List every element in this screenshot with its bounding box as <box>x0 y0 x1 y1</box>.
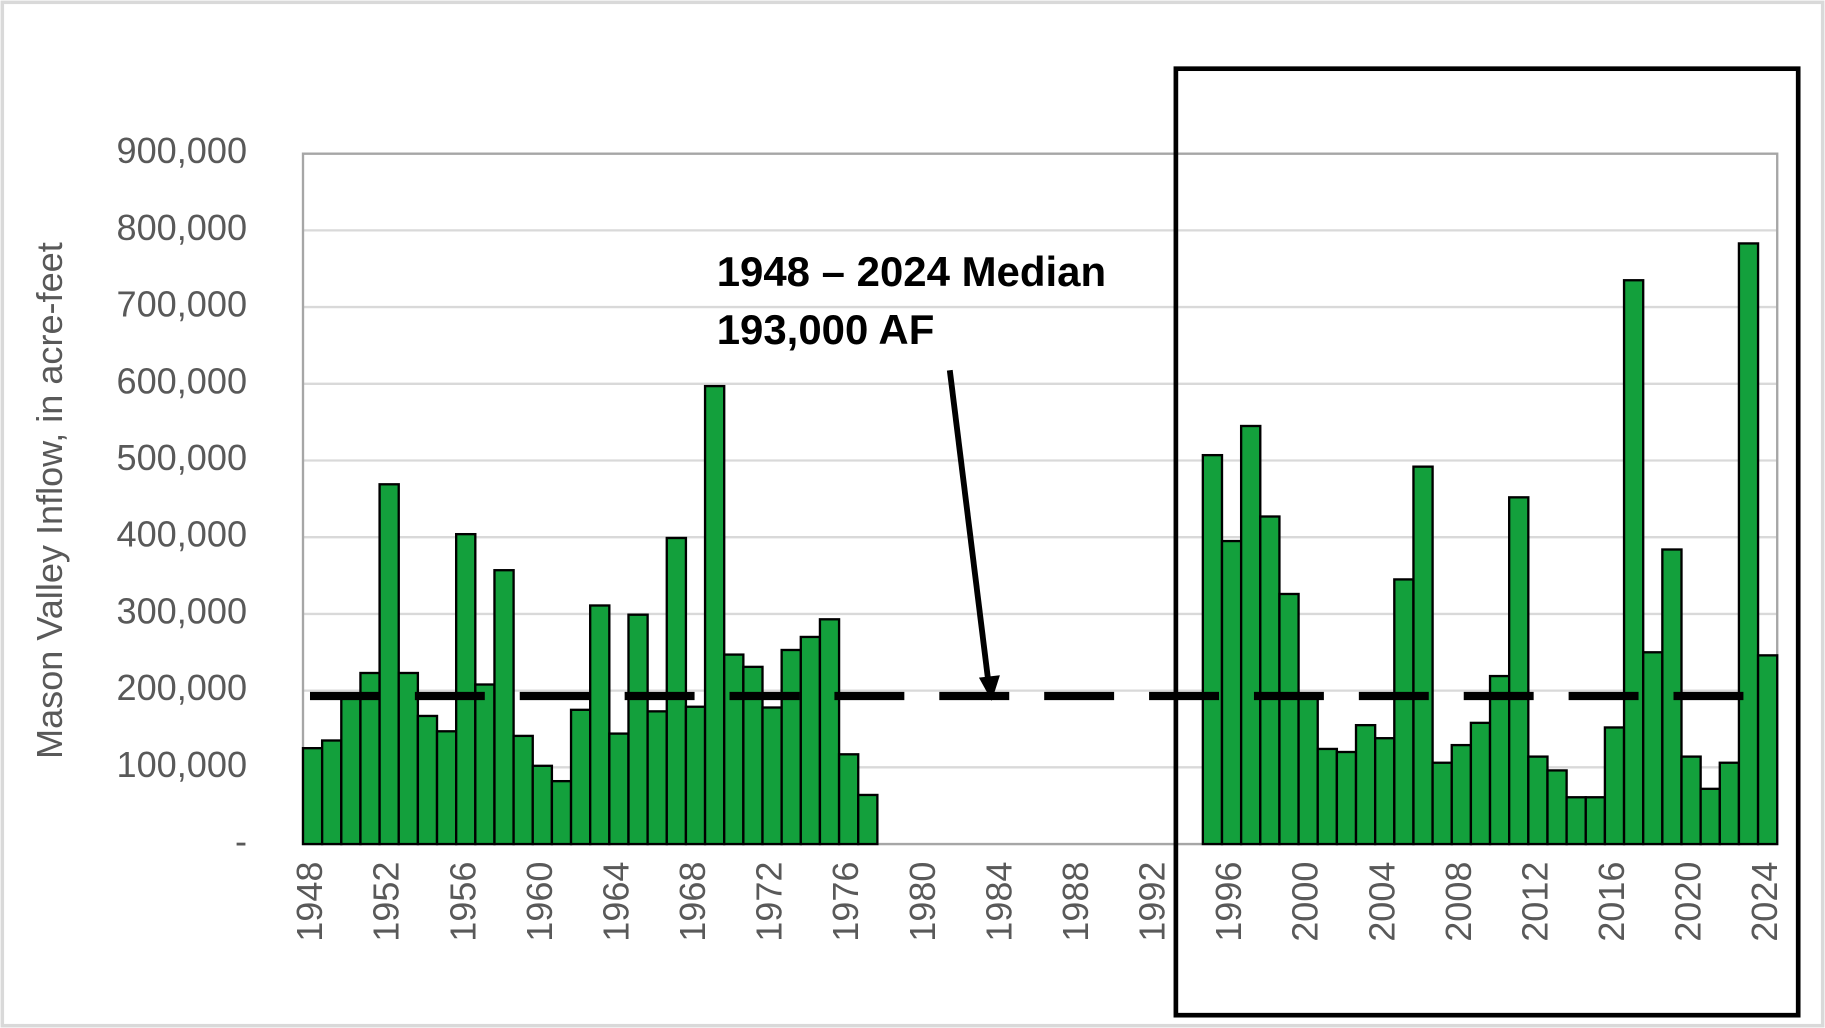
bar <box>1469 721 1492 846</box>
bar <box>550 779 573 846</box>
x-tick-label: 1984 <box>978 862 1019 942</box>
bar <box>1718 761 1741 846</box>
bar <box>1201 453 1224 846</box>
bar <box>1412 465 1434 846</box>
bar <box>646 710 668 846</box>
bar <box>1373 737 1396 846</box>
annotation: 1948 – 2024 Median <box>717 248 1106 295</box>
arrow <box>946 369 992 682</box>
bar <box>818 618 841 846</box>
bar <box>1565 796 1587 846</box>
x-tick-label: 2000 <box>1285 862 1326 942</box>
bar <box>1220 539 1243 846</box>
bar <box>1335 750 1358 846</box>
bar <box>1737 242 1760 846</box>
x-tick-label: 1980 <box>902 862 943 942</box>
bar <box>1488 674 1511 846</box>
bar <box>1508 496 1530 846</box>
x-tick-label: 1952 <box>366 862 407 942</box>
x-tick-label: 2024 <box>1744 862 1785 942</box>
bar <box>493 569 515 846</box>
bar <box>761 706 783 846</box>
bar <box>684 705 707 846</box>
x-tick-label: 1996 <box>1208 862 1249 942</box>
y-tick-label: 200,000 <box>117 667 248 708</box>
bar <box>1756 654 1779 846</box>
bar <box>320 739 343 846</box>
bar <box>837 753 860 846</box>
x-tick-label: 1956 <box>442 862 483 942</box>
x-tick-label: 1960 <box>519 862 560 942</box>
bar <box>340 697 362 846</box>
annotation: 193,000 AF <box>717 306 935 353</box>
bar <box>474 683 496 846</box>
bar <box>1527 755 1549 846</box>
x-tick-label: 1972 <box>749 862 790 942</box>
bar <box>455 532 477 846</box>
bar <box>723 653 745 846</box>
x-tick-label: 1964 <box>595 862 636 942</box>
bar <box>1259 515 1281 846</box>
bar <box>1239 424 1262 846</box>
bar <box>1431 761 1453 846</box>
bar <box>531 764 554 846</box>
x-tick-label: 2012 <box>1514 862 1555 942</box>
bars <box>301 242 1779 846</box>
y-tick-label: 400,000 <box>117 514 248 555</box>
bar <box>1546 769 1568 846</box>
bar <box>1584 796 1607 846</box>
plot-area <box>301 152 1779 846</box>
bar <box>799 635 822 846</box>
x-tick-label: 1968 <box>672 862 713 942</box>
bar <box>1622 279 1645 846</box>
bar <box>1354 723 1377 846</box>
bar <box>665 536 688 846</box>
bar <box>608 732 630 846</box>
bar <box>378 483 400 846</box>
bar <box>1278 592 1300 846</box>
bar <box>703 384 726 846</box>
bar <box>435 730 458 846</box>
y-tick-label: 300,000 <box>117 590 248 631</box>
bar <box>1316 747 1339 846</box>
highlight-box <box>1173 66 1801 1018</box>
bar <box>1450 743 1473 846</box>
bar <box>301 747 324 846</box>
bar <box>1297 697 1319 846</box>
y-tick-label: 700,000 <box>117 284 248 325</box>
y-tick-label: 600,000 <box>117 360 248 401</box>
x-tick-label: 1992 <box>1132 862 1173 942</box>
bar <box>857 793 879 846</box>
x-tick-label: 2020 <box>1668 862 1709 942</box>
y-tick-label: 500,000 <box>117 437 248 478</box>
y-tick-label: 100,000 <box>117 744 248 785</box>
bar <box>589 604 611 846</box>
x-tick-label: 1988 <box>1055 862 1096 942</box>
x-tick-label: 1976 <box>825 862 866 942</box>
arrow-head <box>978 675 1000 701</box>
bar <box>416 714 439 846</box>
y-tick-label: 900,000 <box>117 130 248 171</box>
y-tick-label: - <box>235 821 247 862</box>
bar <box>627 613 649 846</box>
bar <box>1603 726 1626 846</box>
bar <box>1642 651 1664 846</box>
bar <box>1393 578 1415 846</box>
bar <box>512 734 534 846</box>
bar <box>1699 787 1721 846</box>
y-axis-label: Mason Valley Inflow, in acre-feet <box>29 242 70 759</box>
bar <box>780 648 802 846</box>
bar <box>1680 755 1702 846</box>
x-tick-label: 2008 <box>1438 862 1479 942</box>
x-tick-label: 2004 <box>1361 862 1402 942</box>
bar <box>569 708 592 846</box>
x-tick-label: 2016 <box>1591 862 1632 942</box>
x-tick-label: 1948 <box>289 862 330 942</box>
y-tick-label: 800,000 <box>117 207 248 248</box>
